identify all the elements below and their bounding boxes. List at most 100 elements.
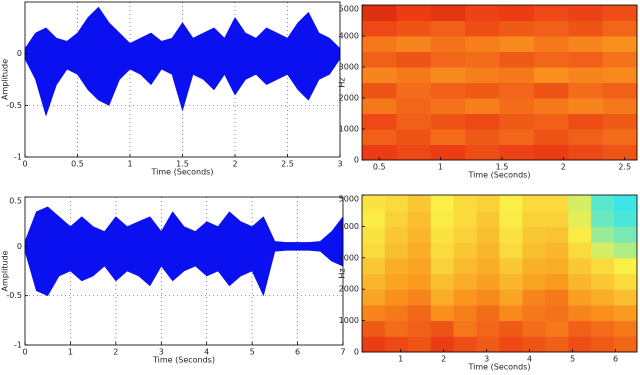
spectrogram-cell <box>396 5 432 21</box>
spectrogram-cell <box>614 195 638 212</box>
spectrogram-cell <box>430 67 466 83</box>
spectrogram-cell <box>476 226 500 243</box>
spectrogram-cell <box>362 67 397 83</box>
spectrogram-cell <box>522 210 546 227</box>
spectrogram-cell <box>362 5 397 21</box>
x-tick-label: 1 <box>127 160 132 169</box>
spectrogram-cell <box>591 304 615 322</box>
spectrogram-cell <box>362 195 386 212</box>
spectrogram-cell <box>384 257 409 274</box>
x-tick-label: 2 <box>232 160 237 169</box>
spectrogram-cell <box>545 242 569 259</box>
spectrogram-cell <box>430 51 466 68</box>
spectrogram-cell <box>533 20 569 37</box>
spectrogram-cell <box>384 226 409 243</box>
spectrogram-cell <box>591 257 615 274</box>
spectrogram-cell <box>430 304 455 322</box>
spectrogram-cell <box>430 210 455 227</box>
x-tick-label: 2 <box>113 348 118 357</box>
spectrogram-cell <box>568 336 592 353</box>
spectrogram-cell <box>568 20 604 37</box>
spectrogram-cell <box>362 242 386 259</box>
y-axis-label: Hz <box>338 77 347 87</box>
spectrogram-cell <box>362 82 397 99</box>
y-tick-label: 4000 <box>339 222 359 231</box>
spectrogram-cell <box>407 210 432 227</box>
spectrogram-cell <box>465 36 500 52</box>
spectrogram-cell <box>453 195 478 212</box>
x-tick-label: 6 <box>295 348 300 357</box>
spectrogram-cell <box>522 195 546 212</box>
x-tick-label: 1.5 <box>496 163 509 172</box>
spectrogram-cell <box>545 210 569 227</box>
spectrogram-cell <box>430 273 455 290</box>
spectrogram-cell <box>476 304 500 322</box>
spectrogram-cell <box>362 36 397 52</box>
spectrogram-cell <box>522 336 546 353</box>
spectrogram-cell <box>602 113 638 130</box>
spectrogram-cell <box>545 226 569 243</box>
spectrogram-cell <box>568 210 592 227</box>
spectrogram-cell <box>430 195 455 212</box>
spectrogram-cell <box>384 320 409 337</box>
x-tick-label: 1 <box>68 348 73 357</box>
spectrogram-cell <box>465 98 500 114</box>
spectrogram-cell <box>465 51 500 68</box>
spectrogram-cell <box>465 82 500 99</box>
spectrogram-cell <box>396 36 432 52</box>
spectrogram-cell <box>522 273 546 290</box>
spectrogram-cell <box>384 304 409 322</box>
spectrogram-cell <box>591 273 615 290</box>
spectrogram-cell <box>602 51 638 68</box>
spectrogram-cell <box>407 320 432 337</box>
spectrogram-cell <box>522 320 546 337</box>
spectrogram-cell <box>476 289 500 306</box>
spectrogram-cell <box>568 5 604 21</box>
spectrogram-cell <box>602 144 638 161</box>
spectrogram-cell <box>384 210 409 227</box>
spectrogram-cell <box>533 5 569 21</box>
x-tick-label: 4 <box>204 348 209 357</box>
spectrogram-cell <box>533 113 569 130</box>
spectrogram-cell <box>430 242 455 259</box>
spectrogram-cell <box>430 113 466 130</box>
y-tick-label: 0.5 <box>9 197 22 206</box>
spectrogram-cell <box>568 144 604 161</box>
y-tick-label: 3000 <box>339 253 359 262</box>
spectrogram-cell <box>499 98 535 114</box>
waveform-upper <box>24 6 341 54</box>
spectrogram-cell <box>522 289 546 306</box>
spectrogram-cell <box>465 67 500 83</box>
y-tick-label: -1 <box>14 341 22 350</box>
spectrogram-cell <box>407 336 432 353</box>
spectrogram-cell <box>614 289 638 306</box>
waveform-upper <box>24 206 344 247</box>
spectrogram-cell <box>614 304 638 322</box>
panel: 0.5 1 1.5 2 2.5 0 1000 2000 3000 4000 5000 Time (Se… <box>338 5 638 180</box>
x-tick-label: 0.5 <box>71 160 84 169</box>
spectrogram-cell <box>602 20 638 37</box>
spectrogram-cell <box>407 226 432 243</box>
spectrogram-cell <box>453 336 478 353</box>
spectrogram-cell <box>362 129 397 145</box>
spectrogram-cell <box>499 257 523 274</box>
spectrogram-cell <box>396 82 432 99</box>
spectrogram-cell <box>568 289 592 306</box>
spectrogram-cell <box>430 320 455 337</box>
spectrogram-cell <box>591 336 615 353</box>
spectrogram-cell <box>545 289 569 306</box>
spectrogram-cell <box>384 336 409 353</box>
spectrogram-cell <box>453 210 478 227</box>
spectrogram-cell <box>453 273 478 290</box>
spectrogram-cell <box>533 82 569 99</box>
spectrogram-cell <box>591 242 615 259</box>
spectrogram-cell <box>362 51 397 68</box>
spectrogram-cell <box>568 195 592 212</box>
spectrogram-cell <box>533 51 569 68</box>
spectrogram-cell <box>614 242 638 259</box>
x-tick-label: 2.5 <box>618 163 631 172</box>
spectrogram-cell <box>499 5 535 21</box>
spectrogram-cell <box>407 304 432 322</box>
spectrogram-cell <box>602 82 638 99</box>
spectrogram-cell <box>533 144 569 161</box>
